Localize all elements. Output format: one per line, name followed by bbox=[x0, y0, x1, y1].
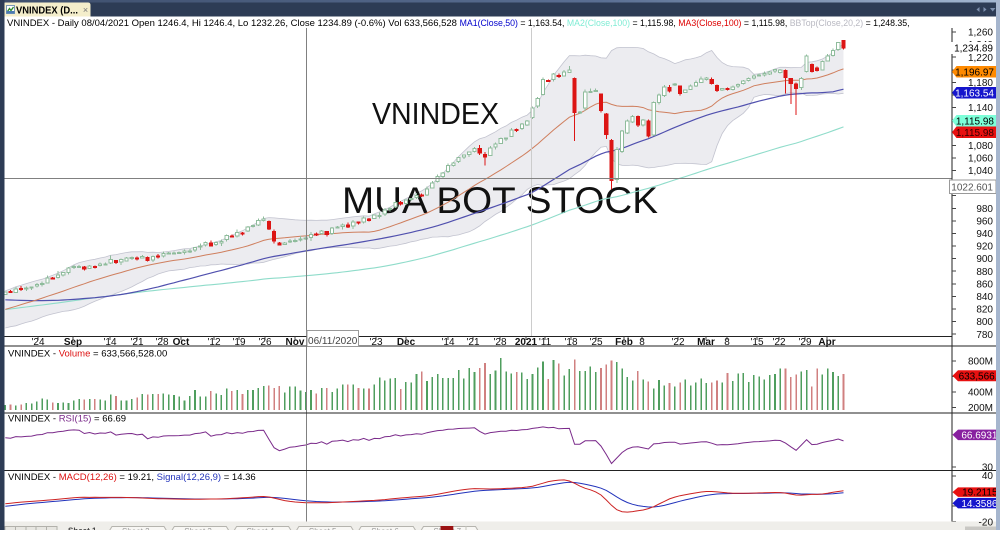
svg-text:Sheet 1: Sheet 1 bbox=[68, 527, 97, 531]
svg-text:1,180: 1,180 bbox=[968, 78, 993, 89]
svg-text:1,220: 1,220 bbox=[968, 53, 993, 64]
svg-text:-20: -20 bbox=[979, 518, 994, 529]
svg-text:'22: '22 bbox=[772, 337, 785, 348]
svg-text:880: 880 bbox=[976, 267, 993, 278]
svg-text:900: 900 bbox=[976, 254, 993, 265]
svg-text:MUA BOT STOCK: MUA BOT STOCK bbox=[342, 180, 658, 221]
svg-text:MA1(Close,50) = 1,163.54, MA2(: MA1(Close,50) = 1,163.54, MA2(Close,100)… bbox=[460, 18, 910, 29]
svg-text:'23: '23 bbox=[369, 337, 382, 348]
svg-text:1,060: 1,060 bbox=[968, 154, 993, 165]
svg-text:'15: '15 bbox=[750, 337, 763, 348]
svg-text:'28: '28 bbox=[155, 337, 168, 348]
svg-text:1,115.98: 1,115.98 bbox=[956, 116, 995, 127]
svg-text:Oct: Oct bbox=[173, 337, 190, 348]
svg-text:40: 40 bbox=[982, 471, 994, 482]
svg-text:1,040: 1,040 bbox=[968, 166, 993, 177]
svg-text:960: 960 bbox=[976, 217, 993, 228]
svg-text:'25: '25 bbox=[589, 337, 602, 348]
svg-text:VNINDEX - Volume = 633,566,528: VNINDEX - Volume = 633,566,528.00 bbox=[8, 349, 167, 360]
svg-text:'21: '21 bbox=[466, 337, 479, 348]
svg-text:8: 8 bbox=[724, 337, 730, 348]
svg-text:'18: '18 bbox=[564, 337, 577, 348]
svg-text:'19: '19 bbox=[232, 337, 245, 348]
svg-text:'28: '28 bbox=[493, 337, 506, 348]
svg-text:VNINDEX - RSI(15) = 66.69: VNINDEX - RSI(15) = 66.69 bbox=[8, 414, 126, 425]
svg-text:'22: '22 bbox=[671, 337, 684, 348]
svg-text:1,196.97: 1,196.97 bbox=[955, 67, 994, 78]
svg-text:780: 780 bbox=[976, 330, 993, 341]
svg-text:Mar: Mar bbox=[697, 337, 715, 348]
svg-text:Dec: Dec bbox=[397, 337, 416, 348]
svg-text:1,163.54: 1,163.54 bbox=[955, 88, 994, 99]
svg-text:860: 860 bbox=[976, 279, 993, 290]
svg-text:940: 940 bbox=[976, 229, 993, 240]
svg-text:'21: '21 bbox=[130, 337, 143, 348]
svg-text:'12: '12 bbox=[207, 337, 220, 348]
svg-text:66.6931: 66.6931 bbox=[961, 430, 998, 441]
svg-text:820: 820 bbox=[976, 305, 993, 316]
svg-text:06/11/2020: 06/11/2020 bbox=[308, 336, 358, 347]
svg-text:'14: '14 bbox=[103, 337, 116, 348]
svg-text:920: 920 bbox=[976, 242, 993, 253]
svg-text:1,260: 1,260 bbox=[968, 28, 993, 39]
svg-text:19.2115: 19.2115 bbox=[962, 488, 998, 499]
svg-text:633,566,: 633,566, bbox=[959, 371, 998, 382]
svg-text:×: × bbox=[83, 5, 88, 15]
svg-text:Sep: Sep bbox=[64, 337, 82, 348]
svg-text:VNINDEX: VNINDEX bbox=[372, 96, 499, 131]
svg-text:1,234.89: 1,234.89 bbox=[954, 44, 993, 55]
svg-text:VNINDEX - Daily 08/04/2021 Ope: VNINDEX - Daily 08/04/2021 Open 1246.4, … bbox=[7, 18, 457, 29]
svg-text:1022.601: 1022.601 bbox=[951, 183, 993, 194]
svg-text:VNINDEX (D...: VNINDEX (D... bbox=[16, 6, 78, 17]
svg-text:1,080: 1,080 bbox=[968, 141, 993, 152]
svg-text:8: 8 bbox=[639, 337, 645, 348]
svg-text:Nov: Nov bbox=[286, 337, 305, 348]
svg-text:'29: '29 bbox=[798, 337, 811, 348]
svg-text:VNINDEX - MACD(12,26) = 19.21,: VNINDEX - MACD(12,26) = 19.21, Signal(12… bbox=[8, 472, 256, 483]
svg-text:840: 840 bbox=[976, 292, 993, 303]
svg-text:Apr: Apr bbox=[818, 337, 835, 348]
svg-text:'24: '24 bbox=[31, 337, 44, 348]
svg-text:980: 980 bbox=[976, 204, 993, 215]
svg-text:1,115.98: 1,115.98 bbox=[956, 128, 995, 139]
svg-text:400M: 400M bbox=[968, 388, 993, 399]
svg-text:'14: '14 bbox=[441, 337, 454, 348]
svg-text:200M: 200M bbox=[968, 403, 993, 414]
svg-text:30: 30 bbox=[982, 462, 994, 473]
svg-text:'26: '26 bbox=[258, 337, 271, 348]
svg-text:Feb: Feb bbox=[615, 337, 633, 348]
svg-text:800M: 800M bbox=[968, 357, 993, 368]
svg-text:800: 800 bbox=[976, 317, 993, 328]
svg-text:2021: 2021 bbox=[515, 337, 538, 348]
svg-text:14.3586: 14.3586 bbox=[961, 499, 998, 510]
svg-text:1,140: 1,140 bbox=[968, 103, 993, 114]
svg-text:'11: '11 bbox=[539, 337, 552, 348]
